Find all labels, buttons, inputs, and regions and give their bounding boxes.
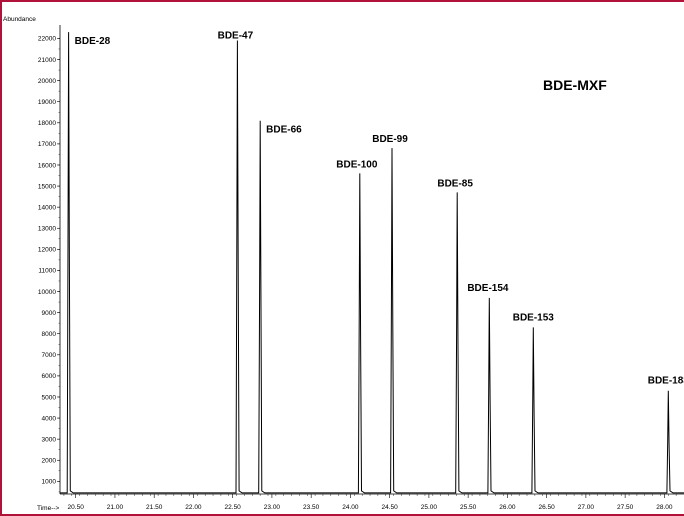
y-tick-label: 8000 [42, 331, 57, 338]
y-tick-label: 4000 [42, 415, 57, 422]
y-tick-label: 5000 [42, 394, 57, 401]
y-tick-label: 21000 [38, 57, 56, 64]
y-tick-label: 3000 [42, 436, 57, 443]
y-tick-label: 13000 [38, 226, 56, 233]
x-tick-label: 28.00 [656, 504, 673, 511]
y-tick-label: 19000 [38, 99, 56, 106]
x-tick-label: 20.50 [68, 504, 85, 511]
y-tick-label: 1000 [42, 479, 57, 486]
peak-label: BDE-183 [648, 376, 684, 387]
x-tick-label: 27.00 [578, 504, 595, 511]
peak-label: BDE-100 [336, 159, 378, 170]
trace-group [60, 32, 684, 494]
x-tick-label: 25.00 [421, 504, 438, 511]
peak-label: BDE-28 [75, 36, 111, 47]
y-tick-label: 6000 [42, 373, 57, 380]
x-axis-label: Time--> [37, 505, 60, 512]
x-tick-label: 23.50 [303, 504, 320, 511]
x-tick-label: 27.50 [617, 504, 634, 511]
x-tick-label: 26.00 [499, 504, 516, 511]
x-tick-label: 25.50 [460, 504, 477, 511]
y-tick-label: 15000 [38, 183, 56, 190]
y-tick-label: 9000 [42, 310, 57, 317]
y-tick-label: 20000 [38, 78, 56, 85]
x-tick-label: 21.50 [146, 504, 163, 511]
y-tick-label: 18000 [38, 120, 56, 127]
axes-group [59, 25, 684, 495]
y-tick-label: 16000 [38, 162, 56, 169]
chromatogram-trace [60, 32, 684, 494]
y-tick-label: 14000 [38, 204, 56, 211]
x-tick-label: 24.00 [342, 504, 359, 511]
peak-label: BDE-153 [513, 312, 555, 323]
y-tick-label: 12000 [38, 247, 56, 254]
peak-label: BDE-85 [437, 178, 473, 189]
y-tick-label: 17000 [38, 141, 56, 148]
y-tick-label: 2000 [42, 458, 57, 465]
y-tick-label: 7000 [42, 352, 57, 359]
ticks-group: 1000 2000 3000 4000 5000 6000 7000 8000 9000 1000… [38, 36, 677, 511]
y-tick-label: 11000 [38, 268, 56, 275]
peak-labels-group: BDE-28 BDE-47 BDE-66 BDE-100 BDE-99 BDE-85 BDE… [75, 31, 684, 387]
peak-label: BDE-47 [218, 31, 254, 42]
x-tick-label: 22.00 [185, 504, 202, 511]
peak-label: BDE-99 [372, 134, 408, 145]
peak-label: BDE-154 [467, 283, 509, 294]
y-tick-label: 22000 [38, 36, 56, 43]
peak-label: BDE-66 [266, 125, 302, 136]
y-tick-label: 10000 [38, 289, 56, 296]
x-tick-label: 22.50 [225, 504, 242, 511]
x-tick-label: 26.50 [539, 504, 556, 511]
y-axis-label: Abundance [3, 16, 36, 23]
chart-title: BDE-MXF [543, 77, 607, 93]
x-tick-label: 24.50 [382, 504, 399, 511]
x-tick-label: 21.00 [107, 504, 124, 511]
x-tick-label: 23.00 [264, 504, 281, 511]
